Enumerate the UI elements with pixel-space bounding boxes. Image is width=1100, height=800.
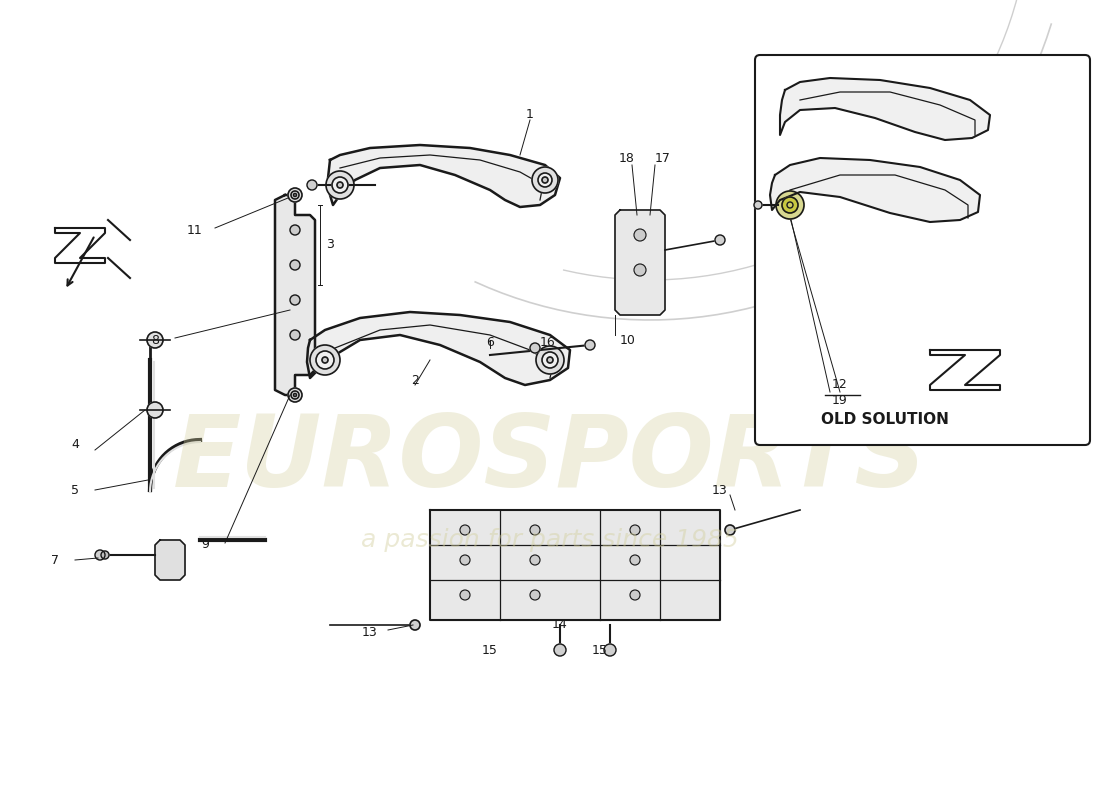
Polygon shape: [155, 540, 185, 580]
Text: 11: 11: [187, 223, 202, 237]
Polygon shape: [780, 78, 990, 140]
Text: 15: 15: [592, 643, 608, 657]
Circle shape: [953, 188, 977, 212]
Circle shape: [337, 182, 343, 188]
Text: 6: 6: [486, 337, 494, 350]
Text: 13: 13: [362, 626, 378, 638]
Text: 4: 4: [72, 438, 79, 451]
Text: OLD SOLUTION: OLD SOLUTION: [821, 413, 949, 427]
Circle shape: [532, 167, 558, 193]
Circle shape: [290, 260, 300, 270]
Circle shape: [965, 108, 979, 122]
Circle shape: [147, 332, 163, 348]
Circle shape: [290, 225, 300, 235]
Text: 18: 18: [619, 151, 635, 165]
Polygon shape: [55, 228, 104, 263]
Circle shape: [530, 555, 540, 565]
Circle shape: [962, 198, 968, 202]
Text: EUROSPORTS: EUROSPORTS: [173, 411, 927, 509]
Circle shape: [554, 644, 566, 656]
Circle shape: [782, 197, 797, 213]
Polygon shape: [275, 195, 315, 395]
Text: 1: 1: [526, 109, 534, 122]
Text: 9: 9: [201, 538, 209, 551]
Circle shape: [410, 620, 420, 630]
Text: 10: 10: [620, 334, 636, 346]
Text: 12: 12: [832, 378, 848, 391]
Circle shape: [147, 402, 163, 418]
Circle shape: [754, 201, 762, 209]
Polygon shape: [615, 210, 666, 315]
Circle shape: [774, 185, 790, 201]
Circle shape: [316, 351, 334, 369]
Polygon shape: [770, 158, 980, 222]
Circle shape: [630, 590, 640, 600]
Circle shape: [530, 343, 540, 353]
Circle shape: [288, 388, 302, 402]
Circle shape: [460, 555, 470, 565]
Text: 5: 5: [72, 483, 79, 497]
Circle shape: [634, 229, 646, 241]
Circle shape: [786, 202, 793, 208]
FancyBboxPatch shape: [755, 55, 1090, 445]
Circle shape: [780, 190, 784, 195]
Circle shape: [630, 555, 640, 565]
Text: 14: 14: [552, 618, 568, 631]
Circle shape: [294, 394, 297, 397]
Circle shape: [290, 330, 300, 340]
Circle shape: [604, 644, 616, 656]
Circle shape: [547, 357, 553, 363]
Circle shape: [460, 525, 470, 535]
Circle shape: [634, 264, 646, 276]
Circle shape: [460, 590, 470, 600]
Circle shape: [310, 345, 340, 375]
Text: 3: 3: [326, 238, 334, 251]
Circle shape: [960, 103, 984, 127]
Circle shape: [776, 191, 804, 219]
Text: 15: 15: [482, 643, 498, 657]
Text: 16: 16: [540, 335, 556, 349]
Circle shape: [630, 525, 640, 535]
Circle shape: [536, 346, 564, 374]
Circle shape: [326, 171, 354, 199]
Text: 7: 7: [51, 554, 59, 566]
Circle shape: [777, 102, 803, 128]
Circle shape: [715, 235, 725, 245]
Circle shape: [101, 551, 109, 559]
Circle shape: [294, 194, 297, 197]
Text: 2: 2: [411, 374, 419, 386]
Text: 17: 17: [656, 151, 671, 165]
Text: a passion for parts since 1985: a passion for parts since 1985: [361, 528, 739, 552]
Circle shape: [530, 590, 540, 600]
Text: 19: 19: [832, 394, 848, 406]
Polygon shape: [328, 145, 560, 207]
Circle shape: [530, 525, 540, 535]
Circle shape: [290, 295, 300, 305]
Circle shape: [725, 525, 735, 535]
Circle shape: [969, 113, 975, 118]
Text: 13: 13: [712, 483, 728, 497]
Circle shape: [322, 357, 328, 363]
Circle shape: [788, 113, 792, 118]
Polygon shape: [430, 510, 720, 620]
Circle shape: [332, 177, 348, 193]
Polygon shape: [307, 312, 570, 385]
Text: 8: 8: [151, 334, 160, 346]
Circle shape: [768, 179, 796, 207]
Circle shape: [585, 340, 595, 350]
Circle shape: [292, 191, 299, 199]
Polygon shape: [930, 350, 1000, 390]
Circle shape: [542, 177, 548, 183]
Circle shape: [292, 391, 299, 399]
Circle shape: [95, 550, 104, 560]
Circle shape: [958, 193, 972, 207]
Circle shape: [538, 173, 552, 187]
Circle shape: [783, 108, 798, 122]
Circle shape: [542, 352, 558, 368]
Circle shape: [288, 188, 302, 202]
Circle shape: [307, 180, 317, 190]
